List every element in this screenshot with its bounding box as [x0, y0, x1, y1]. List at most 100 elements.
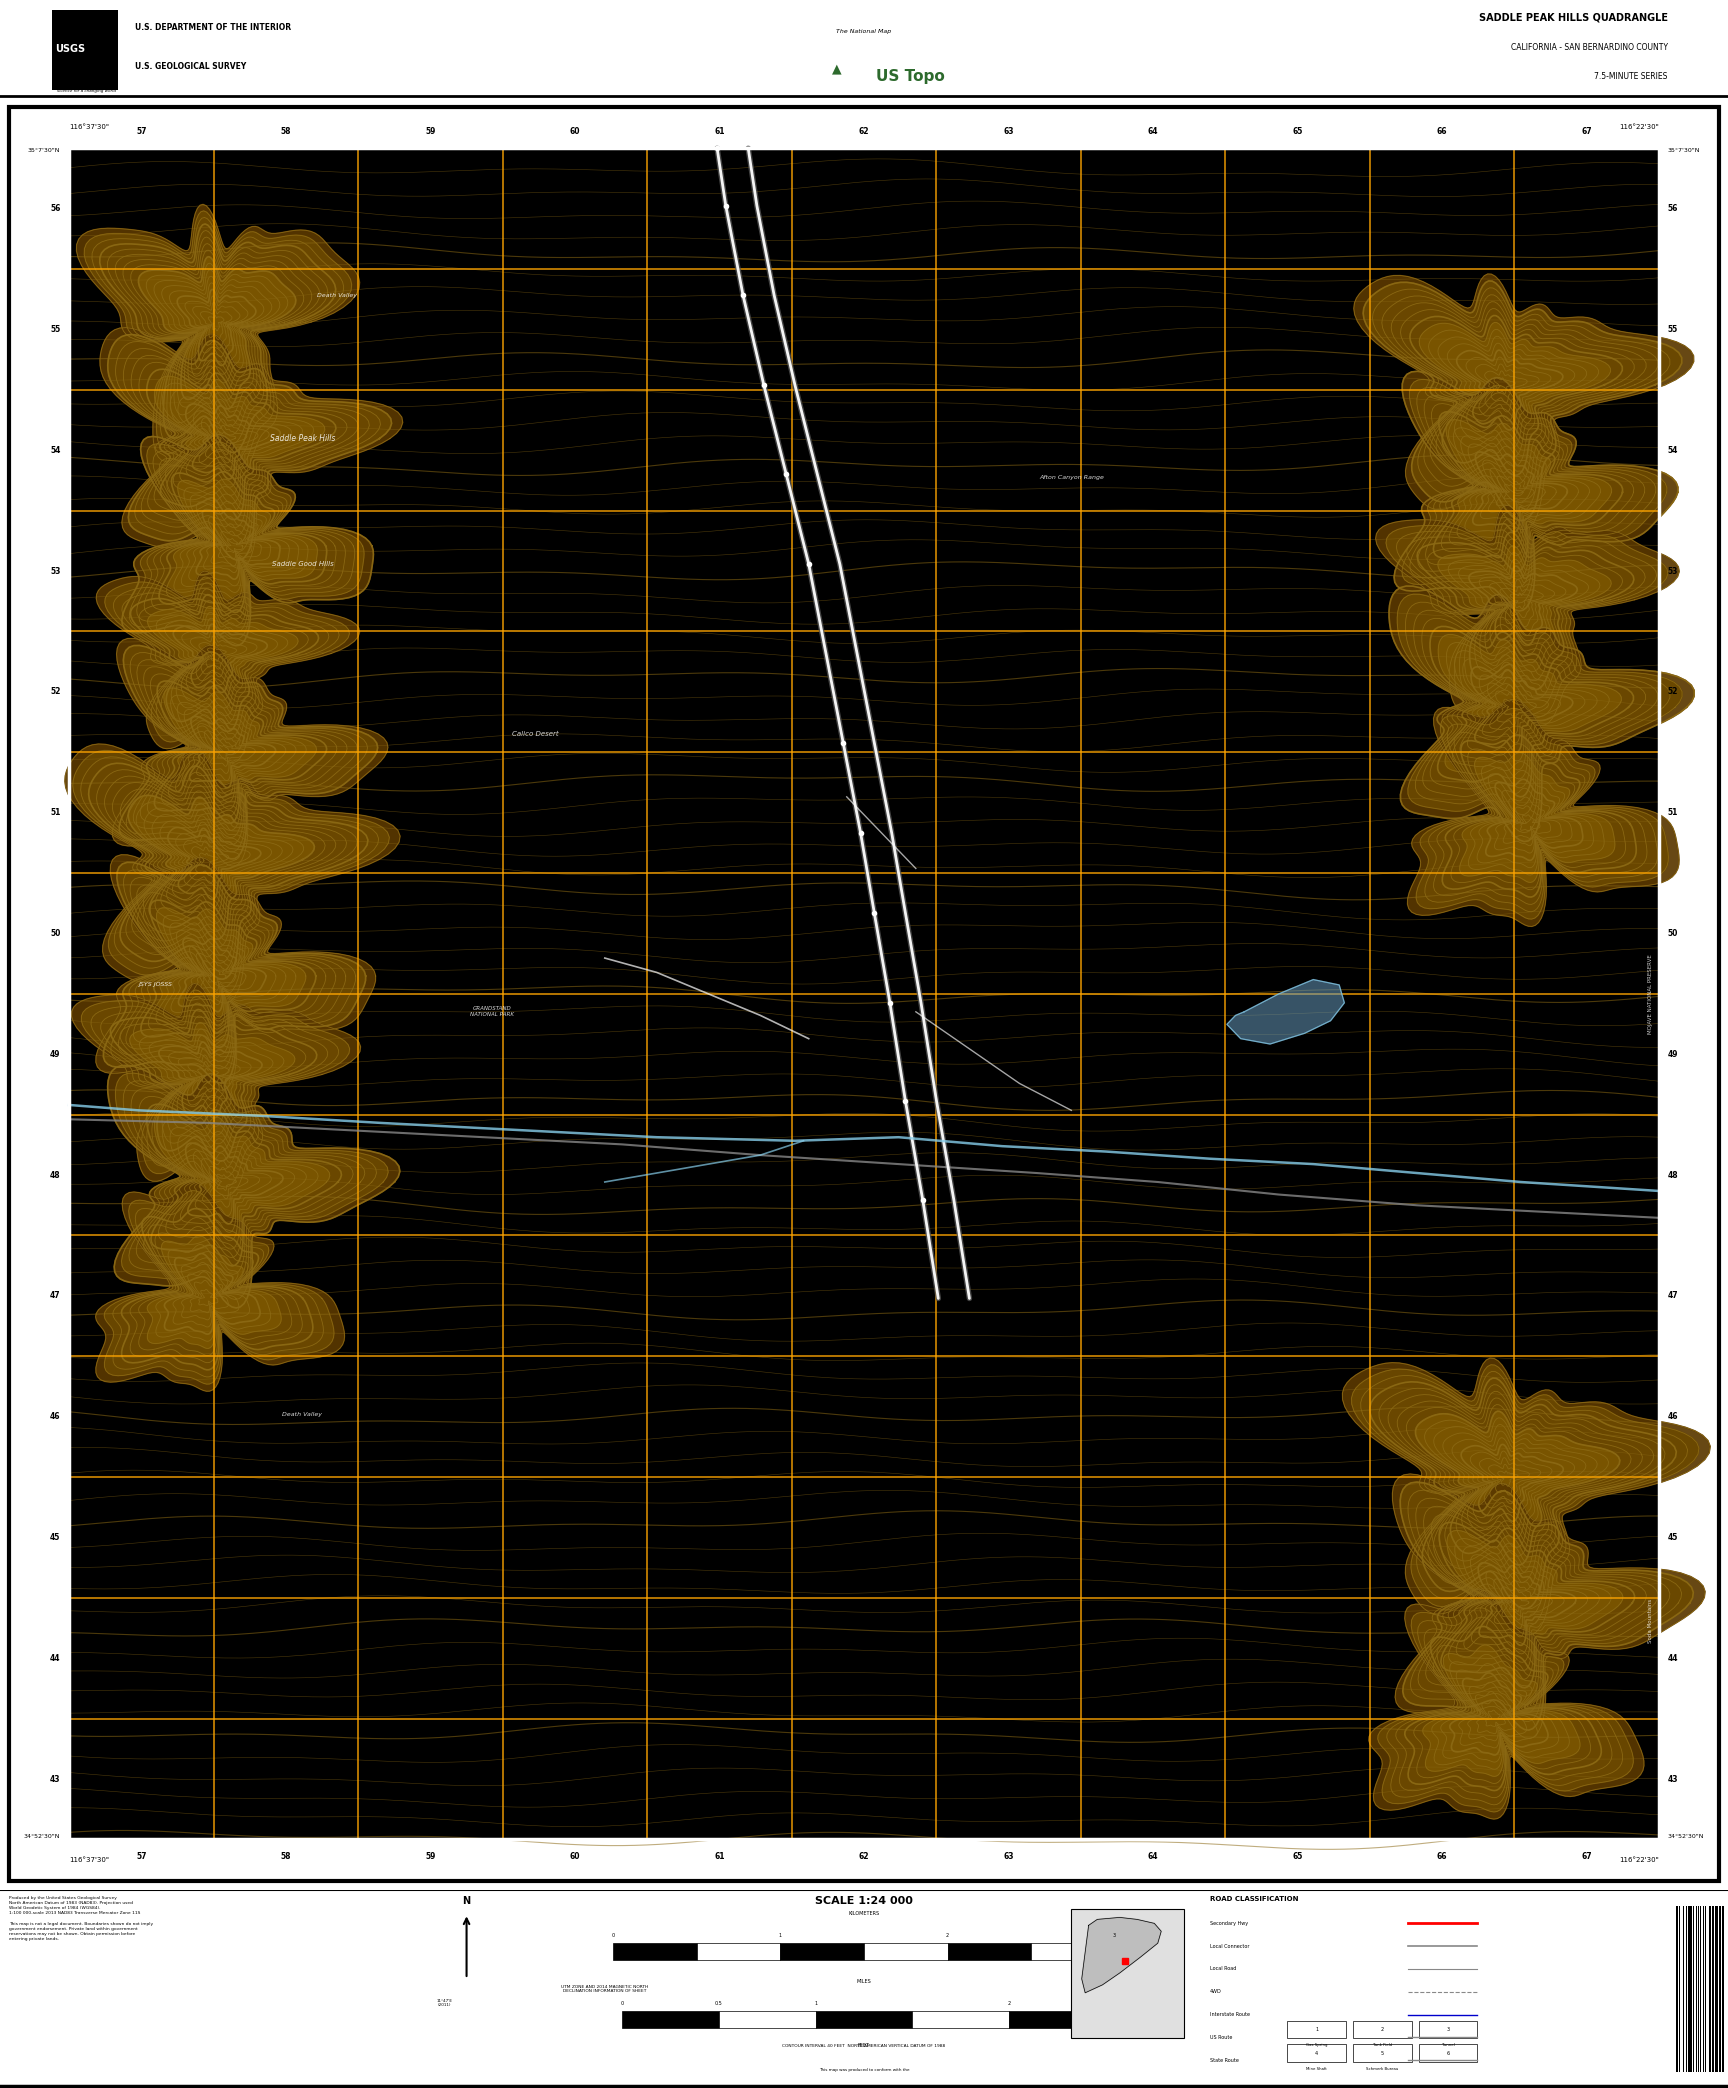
- Polygon shape: [164, 618, 278, 699]
- Bar: [912, 2011, 1009, 2027]
- Polygon shape: [1443, 735, 1636, 898]
- Text: GRANDSTAND
NATIONAL PARK: GRANDSTAND NATIONAL PARK: [470, 1006, 515, 1017]
- Polygon shape: [140, 1029, 283, 1136]
- Bar: [1709, 1906, 1711, 2071]
- Text: Local Road: Local Road: [1210, 1967, 1236, 1971]
- Polygon shape: [81, 756, 378, 988]
- Text: SADDLE PEAK HILLS QUADRANGLE: SADDLE PEAK HILLS QUADRANGLE: [1479, 13, 1668, 23]
- Polygon shape: [176, 833, 251, 892]
- Polygon shape: [130, 1217, 302, 1363]
- Polygon shape: [147, 370, 335, 520]
- Text: MOJAVE NATIONAL PRESERVE: MOJAVE NATIONAL PRESERVE: [1649, 954, 1652, 1034]
- Polygon shape: [152, 814, 282, 915]
- Polygon shape: [1388, 1391, 1654, 1591]
- Text: Mine Shaft: Mine Shaft: [1306, 2067, 1327, 2071]
- Polygon shape: [204, 516, 271, 572]
- Text: 56: 56: [50, 205, 60, 213]
- Polygon shape: [1495, 378, 1515, 395]
- Polygon shape: [1405, 1627, 1602, 1792]
- Text: 46: 46: [1668, 1411, 1678, 1422]
- Text: MILES: MILES: [857, 1979, 871, 1984]
- Bar: [1009, 2011, 1106, 2027]
- Text: 0: 0: [612, 1933, 615, 1938]
- Polygon shape: [1398, 595, 1681, 833]
- Bar: [1419, 2021, 1477, 2038]
- Polygon shape: [171, 931, 276, 1019]
- Bar: [864, 1944, 947, 1961]
- Polygon shape: [162, 382, 314, 503]
- Text: Afton Canyon Range: Afton Canyon Range: [1039, 476, 1104, 480]
- Text: 116°37'30": 116°37'30": [69, 125, 109, 129]
- Polygon shape: [1434, 411, 1623, 572]
- Text: 63: 63: [1004, 1852, 1014, 1860]
- Polygon shape: [181, 631, 257, 685]
- Polygon shape: [159, 1042, 263, 1117]
- Polygon shape: [1488, 468, 1545, 516]
- Bar: [613, 1944, 696, 1961]
- Text: 56: 56: [1668, 205, 1678, 213]
- Polygon shape: [209, 969, 226, 983]
- Text: 52: 52: [50, 687, 60, 697]
- Polygon shape: [1455, 651, 1597, 770]
- Polygon shape: [100, 223, 335, 453]
- Text: Gas Spring: Gas Spring: [1306, 2044, 1327, 2048]
- Text: 62: 62: [859, 1852, 869, 1860]
- Text: U.S. GEOLOGICAL SURVEY: U.S. GEOLOGICAL SURVEY: [135, 63, 245, 71]
- Polygon shape: [1407, 526, 1645, 699]
- Polygon shape: [216, 432, 235, 447]
- Polygon shape: [147, 674, 337, 831]
- Polygon shape: [138, 1096, 353, 1274]
- Polygon shape: [133, 660, 358, 846]
- Bar: [1690, 1906, 1692, 2071]
- Polygon shape: [1388, 1608, 1623, 1804]
- Polygon shape: [200, 1159, 259, 1207]
- Polygon shape: [209, 424, 247, 455]
- Text: Schmerk Bureau: Schmerk Bureau: [1367, 2067, 1398, 2071]
- Polygon shape: [1472, 451, 1567, 532]
- Polygon shape: [1415, 1499, 1669, 1712]
- Bar: [622, 2011, 719, 2027]
- Polygon shape: [1479, 572, 1566, 635]
- Polygon shape: [104, 777, 347, 963]
- Polygon shape: [121, 789, 325, 948]
- Polygon shape: [200, 418, 257, 464]
- Polygon shape: [97, 572, 359, 762]
- Polygon shape: [199, 854, 218, 867]
- Polygon shape: [1477, 770, 1593, 869]
- Polygon shape: [76, 205, 359, 478]
- Text: FEET: FEET: [859, 2044, 869, 2048]
- Text: 61: 61: [714, 1852, 724, 1860]
- Text: 35°7'30"N: 35°7'30"N: [28, 148, 60, 152]
- Polygon shape: [123, 1082, 377, 1290]
- Bar: [1676, 1906, 1678, 2071]
- Polygon shape: [1426, 403, 1633, 578]
- Polygon shape: [1396, 518, 1657, 708]
- Polygon shape: [111, 871, 356, 1075]
- Polygon shape: [226, 539, 242, 553]
- Polygon shape: [137, 449, 354, 633]
- Polygon shape: [168, 695, 306, 808]
- Polygon shape: [1510, 593, 1533, 610]
- Text: science for a changing world: science for a changing world: [57, 90, 116, 94]
- Text: Tunnel: Tunnel: [1441, 2044, 1455, 2048]
- Polygon shape: [1490, 580, 1555, 626]
- Polygon shape: [187, 946, 256, 1004]
- Text: 50: 50: [1668, 929, 1678, 938]
- Polygon shape: [159, 472, 327, 612]
- Polygon shape: [1484, 372, 1528, 403]
- Text: Secondary Hwy: Secondary Hwy: [1210, 1921, 1248, 1925]
- Polygon shape: [211, 524, 261, 566]
- Text: 57: 57: [137, 127, 147, 136]
- Text: SCALE 1:24 000: SCALE 1:24 000: [816, 1896, 912, 1906]
- Polygon shape: [104, 1190, 334, 1384]
- Polygon shape: [1414, 610, 1657, 814]
- Bar: [781, 1944, 864, 1961]
- Polygon shape: [1493, 1579, 1552, 1629]
- Polygon shape: [154, 269, 280, 393]
- Polygon shape: [1455, 1539, 1610, 1670]
- Polygon shape: [211, 737, 245, 766]
- Text: JSYS JOSSS: JSYS JOSSS: [138, 983, 173, 988]
- Polygon shape: [178, 1054, 240, 1100]
- Polygon shape: [1415, 1411, 1619, 1564]
- Polygon shape: [73, 750, 389, 996]
